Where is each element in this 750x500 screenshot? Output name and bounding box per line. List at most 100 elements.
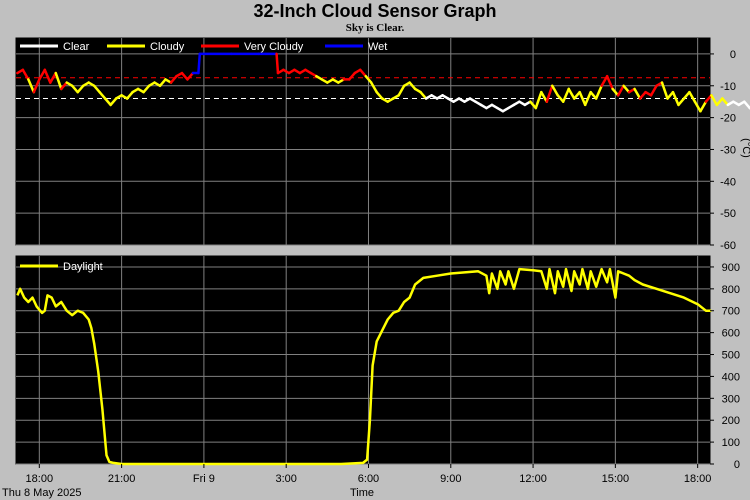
y-tick-label: 900 xyxy=(722,262,740,274)
sky-temp-segment xyxy=(169,74,178,84)
y-tick-label: 600 xyxy=(722,328,740,340)
sky-temp-segment xyxy=(125,90,134,100)
sky-temp-segment xyxy=(180,71,189,81)
sky-temp-segment xyxy=(682,90,691,100)
sky-temp-segment xyxy=(534,90,543,110)
sky-temp-segment xyxy=(699,100,708,113)
y-tick-label: -40 xyxy=(720,176,736,188)
sky-temp-segment xyxy=(27,78,36,94)
sky-temp-segment xyxy=(359,68,367,78)
sky-temp-segment xyxy=(419,90,428,100)
sky-temp-segment xyxy=(556,94,565,103)
sky-temp-segment xyxy=(666,90,675,100)
x-tick-label: 18:00 xyxy=(26,473,54,485)
sky-temp-segment xyxy=(688,90,697,103)
sky-temp-segment xyxy=(275,52,280,75)
chart-title: 32-Inch Cloud Sensor Graph xyxy=(253,1,497,21)
y-tick-label: -50 xyxy=(720,208,736,220)
sky-temp-segment xyxy=(60,81,68,91)
daylight-plot-area xyxy=(15,255,711,465)
sky-temp-segment xyxy=(142,84,151,94)
legend-label-daylight: Daylight xyxy=(63,261,103,273)
sky-temp-segment xyxy=(743,100,750,110)
y-tick-label: 300 xyxy=(722,393,740,405)
sky-temp-segment xyxy=(92,84,101,94)
sky-temp-plot-area xyxy=(15,37,711,246)
sky-temp-segment xyxy=(704,94,713,103)
y-tick-label: 0 xyxy=(734,459,740,471)
sky-temp-segment xyxy=(721,97,730,107)
y-tick-label: 800 xyxy=(722,284,740,296)
y-tick-label: 700 xyxy=(722,306,740,318)
sky-temp-segment xyxy=(583,90,592,107)
sky-temp-segment xyxy=(540,90,549,103)
y-tick-label: -30 xyxy=(720,144,736,156)
y-tick-label: 0 xyxy=(730,49,736,61)
sky-temp-segment xyxy=(49,71,58,84)
y-tick-label: 100 xyxy=(722,437,740,449)
sky-temp-segment xyxy=(70,84,79,94)
legend-label-wet: Wet xyxy=(368,41,387,53)
sky-temp-segment xyxy=(649,84,658,97)
y-tick-label: 400 xyxy=(722,371,740,383)
sky-temp-segment xyxy=(369,81,378,94)
sky-temp-segment xyxy=(54,71,63,91)
sky-temp-y-axis: 0 -10 -20 -30 -40 -50 -60 xyxy=(710,49,736,252)
x-tick-label: 18:00 xyxy=(684,473,712,485)
sky-legend: Clear Cloudy Very Cloudy Wet xyxy=(20,41,387,53)
sky-temp-segment xyxy=(616,84,625,97)
sky-temp-segment xyxy=(397,84,406,97)
legend-label-clear: Clear xyxy=(63,41,90,53)
x-tick-label: 15:00 xyxy=(602,473,630,485)
daylight-series xyxy=(16,267,712,466)
sky-temp-segment xyxy=(600,74,609,88)
sky-temp-segment xyxy=(158,78,167,88)
sky-temp-segment xyxy=(578,90,587,107)
x-axis-title: Time xyxy=(350,487,374,499)
x-tick-label: 21:00 xyxy=(108,473,136,485)
sky-temp-segment xyxy=(103,97,112,107)
sky-temp-segment xyxy=(622,84,631,94)
y-tick-label: -60 xyxy=(720,240,736,252)
daylight-line xyxy=(16,267,712,466)
sky-status-subtitle: Sky is Clear. xyxy=(345,22,405,34)
sky-temp-segment xyxy=(186,71,195,81)
sky-temp-segment xyxy=(572,90,581,100)
date-label: Thu 8 May 2025 xyxy=(2,487,82,499)
sky-temp-y-label: (°C) xyxy=(740,138,750,158)
sky-temp-segment xyxy=(660,81,669,100)
x-tick-label: 6:00 xyxy=(358,473,379,485)
sky-temp-segment xyxy=(38,68,47,81)
sky-temp-segment xyxy=(551,84,560,97)
y-tick-label: 200 xyxy=(722,415,740,427)
sky-temp-segment xyxy=(693,100,702,113)
y-tick-label: -10 xyxy=(720,81,736,93)
sky-temp-series xyxy=(16,52,750,113)
x-tick-label: 3:00 xyxy=(275,473,296,485)
sky-temp-segment xyxy=(589,90,598,100)
daylight-y-axis: 900 800 700 600 500 400 300 200 100 0 xyxy=(710,262,740,471)
sky-temp-segment xyxy=(21,68,30,81)
sky-temp-segment xyxy=(638,90,647,100)
sky-temp-segment xyxy=(561,87,570,103)
sky-temp-segment xyxy=(594,84,603,100)
sky-temp-segment xyxy=(633,87,642,100)
sky-temp-thresholds xyxy=(16,77,710,100)
sky-temp-segment xyxy=(76,84,85,94)
sky-temp-segment xyxy=(197,52,202,75)
daylight-legend: Daylight xyxy=(20,261,103,273)
sky-temp-segment xyxy=(567,87,576,100)
sky-temp-segment xyxy=(375,90,384,100)
legend-label-cloudy: Cloudy xyxy=(150,41,185,53)
daylight-grid xyxy=(16,256,710,465)
sky-temp-segment xyxy=(43,68,52,84)
time-x-axis: 18:00 21:00 Fri 9 3:00 6:00 9:00 12:00 15:00 18:… xyxy=(26,464,712,485)
sky-temp-segment xyxy=(545,84,554,103)
sky-temp-segment xyxy=(611,87,620,97)
x-tick-label: 9:00 xyxy=(440,473,461,485)
sky-temp-segment xyxy=(605,74,614,91)
legend-label-very-cloudy: Very Cloudy xyxy=(244,41,304,53)
sky-temp-segment xyxy=(98,90,107,100)
sky-temp-segment xyxy=(408,81,417,91)
